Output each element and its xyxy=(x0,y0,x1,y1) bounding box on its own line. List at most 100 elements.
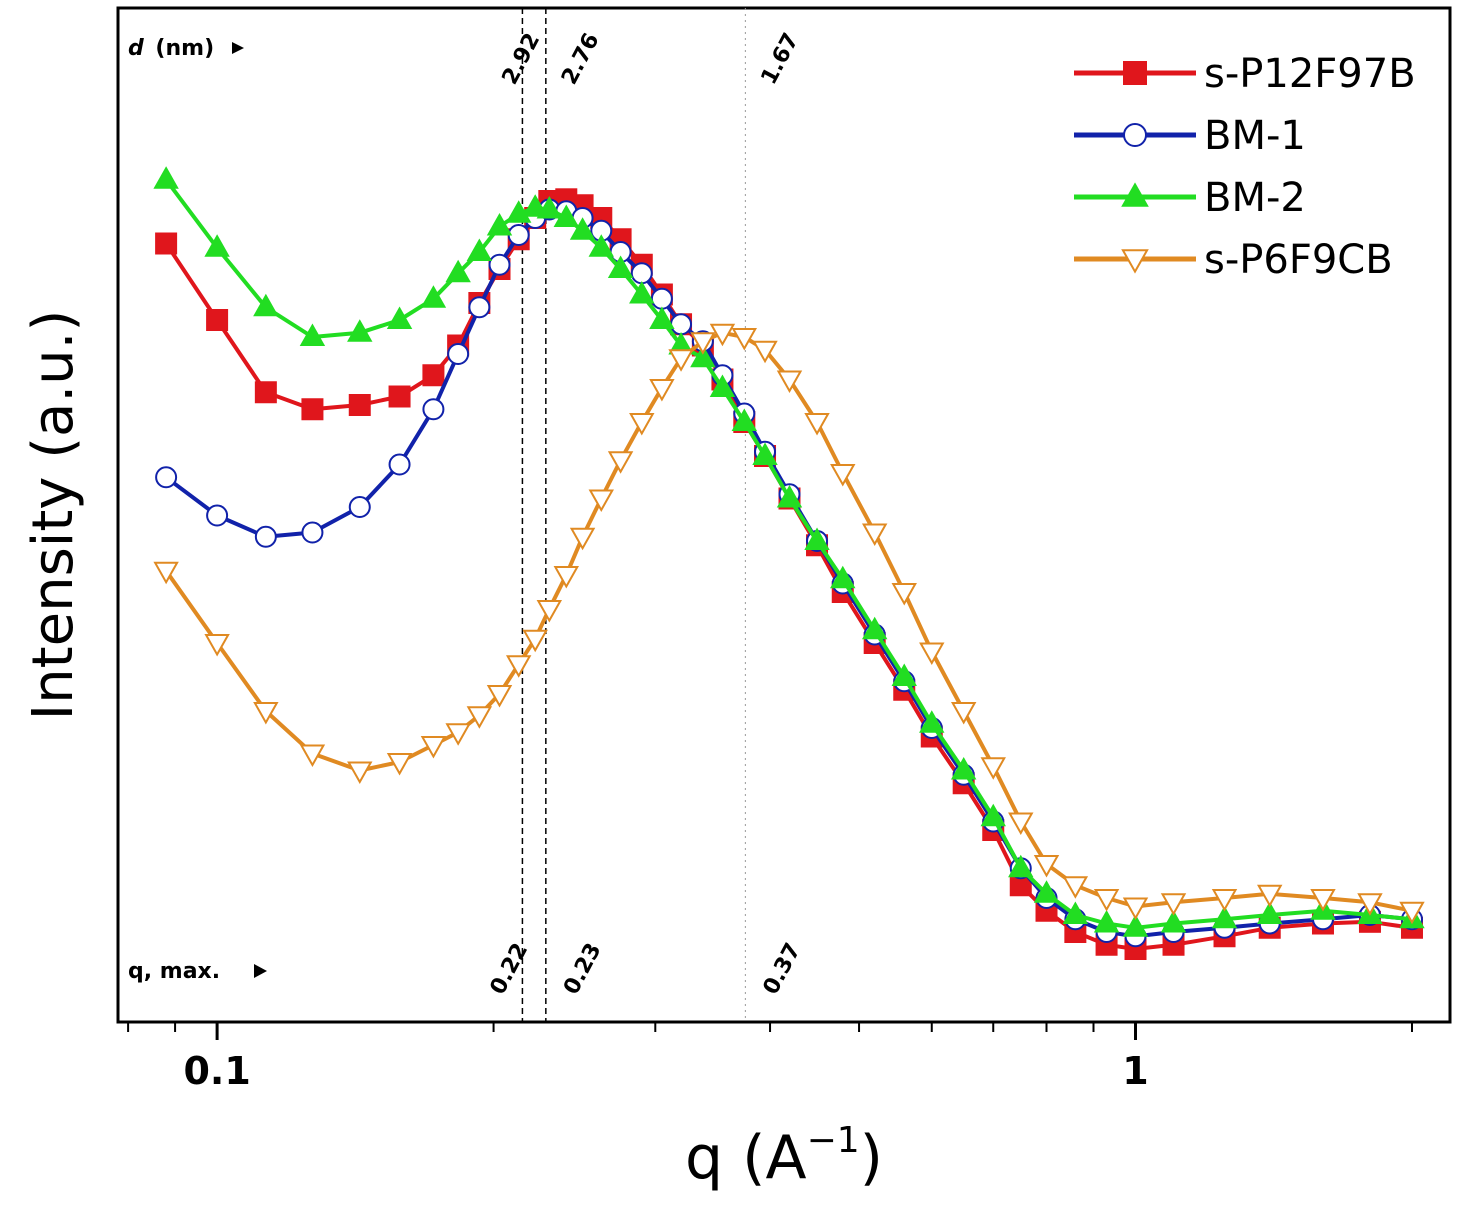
data-point-s-P6F9CB-4 xyxy=(347,761,373,785)
data-point-s-P6F9CB-0 xyxy=(153,561,179,585)
data-point-s-P6F9CB-11 xyxy=(522,629,548,653)
data-point-BM-2-30 xyxy=(950,756,977,780)
data-point-BM-1-6 xyxy=(422,398,445,421)
x-tick-label-0: 0.1 xyxy=(183,1049,250,1093)
data-point-BM-2-1 xyxy=(204,234,230,257)
data-point-s-P6F9CB-40 xyxy=(1310,889,1336,912)
legend-item-s-P12F97B: s-P12F97B xyxy=(1074,51,1416,97)
legend: s-P12F97B BM-1 BM-2 s-P6F9CB xyxy=(1074,51,1416,283)
legend-item-BM-1: BM-1 xyxy=(1074,113,1306,159)
legend-marker-s-P12F97B xyxy=(1123,61,1147,85)
data-point-s-P6F9CB-9 xyxy=(486,685,513,708)
data-point-s-P6F9CB-35 xyxy=(1093,889,1120,912)
data-point-BM-2-9 xyxy=(486,212,513,236)
data-point-s-P6F9CB-38 xyxy=(1211,889,1238,912)
data-point-s-P6F9CB-31 xyxy=(980,757,1006,780)
q-max-label: q, max. xyxy=(128,959,220,984)
series-layer xyxy=(153,166,1425,960)
data-point-s-P6F9CB-15 xyxy=(588,489,614,513)
data-point-s-P6F9CB-3 xyxy=(299,744,326,768)
legend-item-BM-2: BM-2 xyxy=(1074,175,1306,221)
series-s-P6F9CB xyxy=(153,323,1425,925)
data-point-BM-2-2 xyxy=(253,293,279,317)
data-point-BM-2-36 xyxy=(1122,914,1149,937)
data-point-s-P6F9CB-39 xyxy=(1257,884,1283,908)
data-point-BM-1-1 xyxy=(206,504,229,527)
data-point-BM-2-14 xyxy=(569,217,596,240)
data-point-s-P6F9CB-36 xyxy=(1122,897,1149,921)
data-point-BM-2-16 xyxy=(607,255,634,278)
data-point-BM-1-18 xyxy=(650,287,673,310)
data-point-BM-2-31 xyxy=(980,803,1006,827)
data-point-BM-2-26 xyxy=(830,565,856,589)
data-point-s-P6F9CB-30 xyxy=(950,702,977,725)
data-point-s-P6F9CB-14 xyxy=(569,527,596,551)
data-point-s-P12F97B-6 xyxy=(422,364,445,387)
data-point-s-P12F97B-1 xyxy=(206,309,229,331)
data-point-BM-2-0 xyxy=(153,166,179,189)
legend-label-s-P12F97B: s-P12F97B xyxy=(1204,51,1416,97)
data-point-BM-2-15 xyxy=(588,234,614,257)
data-point-s-P6F9CB-29 xyxy=(919,642,945,666)
data-point-BM-1-2 xyxy=(254,525,277,548)
data-point-s-P6F9CB-24 xyxy=(776,370,803,394)
data-point-s-P6F9CB-19 xyxy=(668,349,694,372)
data-point-s-P6F9CB-7 xyxy=(445,723,471,746)
q-max-annotation: q, max. xyxy=(128,959,267,984)
data-point-s-P6F9CB-28 xyxy=(891,583,917,606)
data-point-s-P12F97B-4 xyxy=(348,394,371,416)
data-point-s-P12F97B-5 xyxy=(388,385,411,408)
data-point-s-P6F9CB-33 xyxy=(1033,855,1060,878)
data-point-BM-1-4 xyxy=(348,496,371,518)
data-point-BM-1-19 xyxy=(670,313,693,336)
data-point-s-P6F9CB-8 xyxy=(466,706,493,729)
reference-lines xyxy=(521,8,746,1022)
data-point-s-P6F9CB-32 xyxy=(1008,812,1034,836)
data-point-s-P6F9CB-42 xyxy=(1399,901,1425,925)
data-point-BM-2-23 xyxy=(752,442,778,465)
data-point-s-P6F9CB-21 xyxy=(709,323,736,347)
data-point-BM-1-7 xyxy=(447,343,470,365)
data-point-s-P6F9CB-34 xyxy=(1062,876,1089,899)
data-point-BM-2-25 xyxy=(804,527,830,550)
data-point-BM-2-28 xyxy=(891,663,917,686)
data-point-s-P6F9CB-5 xyxy=(386,753,413,776)
d-axis-unit: (nm) xyxy=(155,36,214,61)
data-point-BM-1-8 xyxy=(468,296,491,319)
data-point-BM-2-10 xyxy=(505,200,532,223)
data-point-s-P6F9CB-26 xyxy=(830,464,856,487)
data-point-s-P6F9CB-37 xyxy=(1160,893,1187,916)
data-point-BM-2-4 xyxy=(347,319,373,342)
data-point-s-P12F97B-2 xyxy=(254,381,277,404)
data-point-BM-2-6 xyxy=(420,285,447,308)
d-axis-annotation: d (nm) xyxy=(128,36,244,61)
data-point-BM-2-29 xyxy=(919,710,945,733)
series-BM-2 xyxy=(153,166,1425,937)
x-axis-title-close: ) xyxy=(860,1123,883,1193)
y-axis-title: Intensity (a.u.) xyxy=(21,310,86,721)
data-point-BM-2-37 xyxy=(1160,909,1187,933)
legend-label-s-P6F9CB: s-P6F9CB xyxy=(1204,237,1393,283)
legend-marker-s-P6F9CB xyxy=(1121,249,1149,274)
data-point-BM-1-3 xyxy=(301,521,324,544)
data-point-s-P6F9CB-2 xyxy=(253,702,279,725)
data-point-BM-2-20 xyxy=(690,344,716,368)
data-point-BM-2-8 xyxy=(466,238,493,261)
data-point-BM-1-0 xyxy=(155,466,178,489)
x-axis-title: q (A−1) xyxy=(685,1120,883,1193)
data-point-BM-2-35 xyxy=(1093,909,1120,933)
d-axis-symbol: d xyxy=(128,36,144,61)
data-point-BM-2-18 xyxy=(649,306,675,329)
data-point-BM-2-33 xyxy=(1033,880,1060,903)
data-point-BM-1-9 xyxy=(488,253,511,276)
data-point-BM-2-13 xyxy=(553,204,580,227)
q-max-arrow-icon xyxy=(254,964,267,978)
d-axis-arrow-icon xyxy=(232,42,244,54)
data-point-BM-2-38 xyxy=(1211,905,1238,929)
data-point-BM-2-11 xyxy=(522,194,548,217)
data-point-s-P6F9CB-13 xyxy=(553,566,580,589)
x-tick-label-1: 1 xyxy=(1122,1049,1148,1093)
data-point-s-P6F9CB-12 xyxy=(536,600,563,623)
plot-frame xyxy=(116,6,1452,1024)
